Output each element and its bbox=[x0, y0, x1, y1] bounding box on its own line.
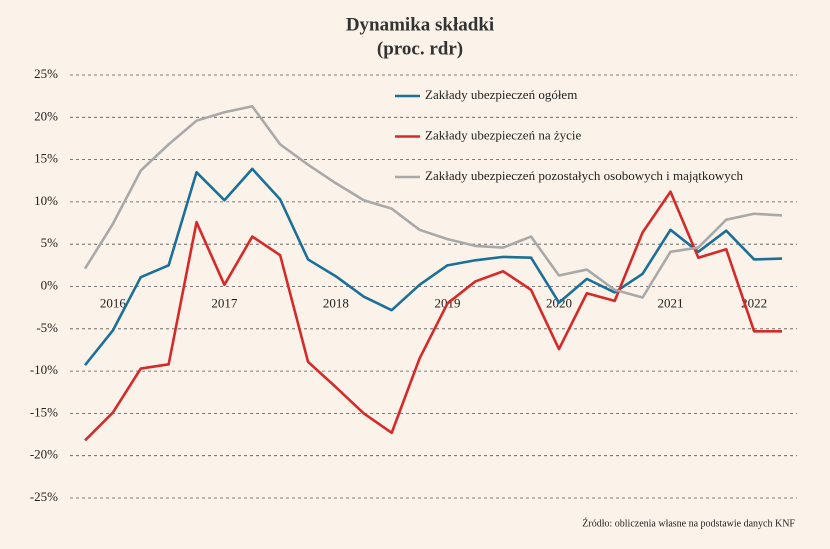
chart-subtitle: (proc. rdr) bbox=[377, 38, 463, 59]
y-tick-label: 5% bbox=[41, 235, 59, 250]
legend-label: Zakłady ubezpieczeń na życie bbox=[425, 127, 581, 142]
series-line bbox=[83, 105, 783, 299]
x-tick-label: 2018 bbox=[323, 295, 349, 310]
y-tick-label: -10% bbox=[30, 362, 58, 377]
y-tick-label: 10% bbox=[34, 193, 58, 208]
chart-title: Dynamika składki bbox=[346, 14, 494, 35]
y-tick-label: -5% bbox=[36, 320, 58, 335]
x-tick-label: 2016 bbox=[100, 295, 127, 310]
y-tick-label: 15% bbox=[34, 151, 58, 166]
y-tick-label: -15% bbox=[30, 404, 58, 419]
y-tick-label: 25% bbox=[34, 66, 58, 81]
source-note: Źródło: obliczenia własne na podstawie d… bbox=[582, 517, 795, 529]
x-tick-label: 2021 bbox=[657, 295, 683, 310]
y-tick-label: -20% bbox=[30, 447, 58, 462]
y-tick-label: 20% bbox=[34, 108, 58, 123]
legend-label: Zakłady ubezpieczeń ogółem bbox=[425, 87, 577, 102]
y-tick-label: 0% bbox=[41, 277, 59, 292]
x-tick-label: 2022 bbox=[741, 295, 767, 310]
series-line bbox=[84, 190, 782, 442]
series-line bbox=[83, 167, 783, 366]
legend-label: Zakłady ubezpieczeń pozostałych osobowyc… bbox=[425, 168, 744, 183]
x-tick-label: 2017 bbox=[211, 295, 238, 310]
y-tick-label: -25% bbox=[30, 489, 58, 504]
